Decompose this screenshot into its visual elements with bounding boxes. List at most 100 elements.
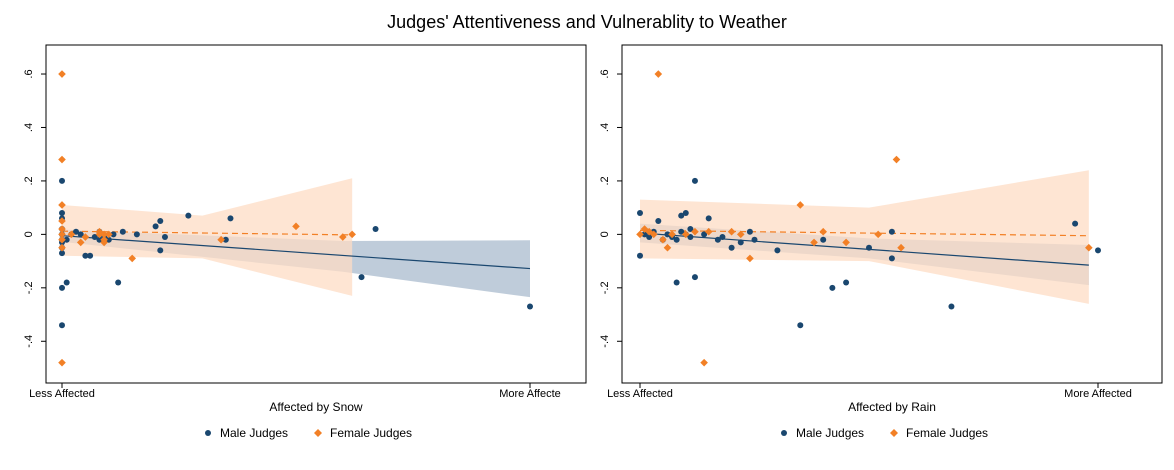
y-tick-label: .2 bbox=[23, 176, 35, 185]
legend: Male Judges Female Judges bbox=[205, 426, 412, 440]
legend-female-label: Female Judges bbox=[906, 426, 988, 440]
female-judge-point bbox=[649, 230, 658, 239]
female-judge-point bbox=[58, 358, 66, 367]
male-judge-point bbox=[1072, 220, 1079, 227]
male-judge-point bbox=[222, 236, 229, 243]
female-judge-point bbox=[100, 238, 108, 247]
female-judge-point bbox=[292, 222, 300, 231]
male-judge-point bbox=[866, 244, 872, 251]
male-judge-point bbox=[119, 228, 126, 235]
legend-male-label: Male Judges bbox=[796, 426, 864, 440]
y-tick-label: 0 bbox=[599, 231, 611, 237]
male-judge-point bbox=[678, 212, 685, 219]
female-judge-point bbox=[654, 70, 663, 78]
female-judge-point bbox=[736, 230, 745, 239]
male-judge-point bbox=[63, 236, 70, 243]
y-tick-label: 0 bbox=[23, 231, 35, 237]
rain-panel: -.4 -.2 0 .2 .4 .6 Less Affected More Affected A… bbox=[599, 44, 1163, 440]
male-judge-point bbox=[59, 284, 65, 291]
male-judge-point bbox=[673, 236, 680, 243]
female-judge-point bbox=[58, 155, 66, 164]
male-judge-point bbox=[63, 279, 70, 286]
male-judge-point bbox=[161, 234, 168, 241]
female-judge-point bbox=[874, 230, 882, 239]
male-judge-point bbox=[646, 234, 653, 241]
x-axis-title: Affected by Snow bbox=[269, 400, 363, 414]
female-judge-point bbox=[663, 243, 672, 252]
legend-male-marker bbox=[205, 430, 211, 436]
male-judge-point bbox=[185, 212, 192, 219]
y-tick-label: .4 bbox=[599, 123, 611, 132]
female-judge-point bbox=[682, 230, 690, 239]
female-judge-point bbox=[897, 243, 905, 252]
x-tick-label: Less Affected bbox=[29, 388, 95, 400]
male-judge-point bbox=[888, 228, 895, 235]
male-fit-line bbox=[61, 235, 531, 270]
female-judge-point bbox=[796, 201, 805, 209]
y-tick-label: .6 bbox=[23, 69, 35, 78]
figure-title: Judges' Attentiveness and Vulnerablity t… bbox=[387, 12, 787, 32]
male-judge-point bbox=[714, 236, 721, 243]
male-judge-point bbox=[719, 234, 726, 241]
male-judge-point bbox=[157, 218, 164, 225]
y-tick-label: -.4 bbox=[599, 335, 611, 348]
male-judge-point bbox=[372, 226, 379, 233]
female-judge-point bbox=[704, 227, 713, 236]
legend: Male Judges Female Judges bbox=[781, 426, 988, 440]
male-judge-point bbox=[687, 226, 694, 233]
female-judge-point bbox=[67, 230, 76, 239]
female-judge-point bbox=[746, 254, 754, 263]
female-judge-point bbox=[339, 233, 347, 241]
male-judge-point bbox=[797, 322, 804, 329]
male-judge-point bbox=[82, 252, 89, 259]
y-tick-label: -.2 bbox=[23, 281, 35, 294]
male-judge-point bbox=[96, 236, 103, 243]
male-judge-point bbox=[637, 252, 643, 259]
male-judge-point bbox=[737, 239, 744, 246]
male-judge-point bbox=[637, 209, 643, 216]
female-confidence-band bbox=[62, 178, 353, 296]
y-tick-label: .2 bbox=[599, 176, 611, 185]
legend-male-marker bbox=[781, 430, 787, 436]
male-judge-point bbox=[664, 231, 671, 238]
female-fit-line bbox=[61, 230, 353, 236]
male-judge-point bbox=[746, 228, 753, 235]
male-judge-point bbox=[87, 252, 94, 259]
x-tick-label: More Affecte bbox=[499, 388, 561, 400]
female-judge-point bbox=[58, 225, 66, 233]
female-judge-point bbox=[659, 235, 667, 244]
female-judge-point bbox=[700, 358, 708, 367]
female-judge-point bbox=[58, 243, 66, 252]
male-judge-point bbox=[691, 274, 698, 281]
female-judge-point bbox=[76, 238, 85, 247]
male-judge-point bbox=[59, 322, 65, 329]
y-tick-label: -.2 bbox=[599, 281, 611, 294]
male-judge-point bbox=[678, 228, 685, 235]
female-judge-point bbox=[842, 238, 850, 247]
female-judge-point bbox=[1085, 243, 1093, 252]
female-judge-point bbox=[892, 155, 901, 164]
female-judge-point bbox=[645, 227, 653, 236]
male-judge-point bbox=[843, 279, 850, 286]
female-judge-point bbox=[105, 230, 113, 239]
male-judge-point bbox=[110, 231, 117, 238]
x-axis-title: Affected by Rain bbox=[848, 400, 936, 414]
female-judge-point bbox=[727, 227, 736, 236]
female-judge-point bbox=[810, 238, 818, 247]
female-judge-point bbox=[58, 201, 66, 209]
male-judge-point bbox=[358, 274, 365, 281]
male-judge-point bbox=[701, 231, 708, 238]
female-judge-point bbox=[128, 254, 136, 263]
male-judge-point bbox=[59, 250, 65, 257]
female-judge-point bbox=[58, 235, 66, 244]
legend-female-marker bbox=[890, 429, 898, 437]
male-judge-point bbox=[152, 223, 159, 230]
female-judge-point bbox=[58, 70, 66, 78]
male-judge-point bbox=[888, 255, 895, 262]
female-judge-point bbox=[348, 230, 356, 239]
female-judge-point bbox=[691, 227, 699, 236]
male-judge-point bbox=[59, 177, 65, 184]
male-judge-point bbox=[774, 247, 781, 254]
male-judge-point bbox=[687, 234, 694, 241]
